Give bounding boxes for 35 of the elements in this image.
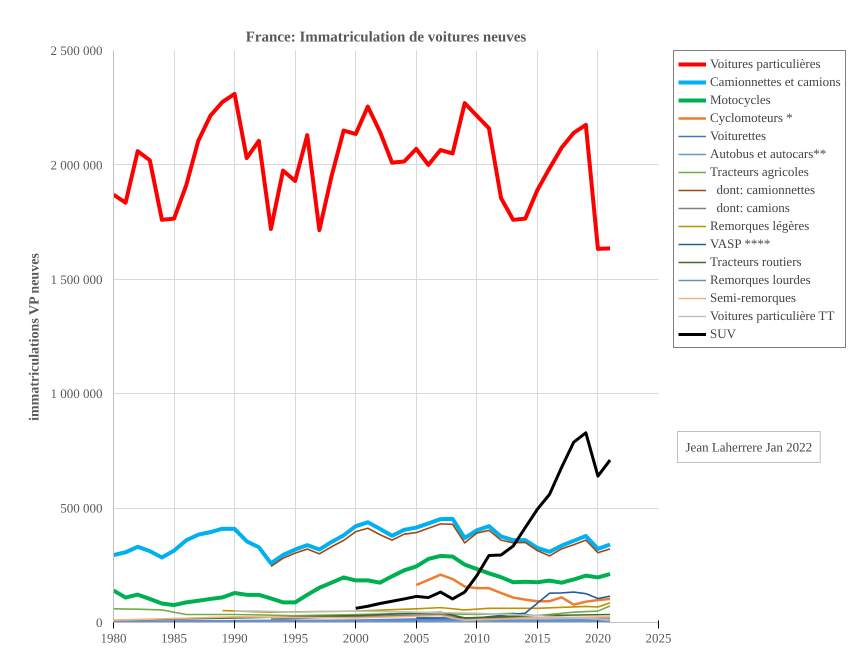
legend-label: Tracteurs routiers — [710, 253, 802, 271]
text: Jean Laherrere Jan 2022 — [686, 440, 812, 454]
legend-label: Semi-remorques — [710, 289, 796, 307]
legend-label: dont: camionnettes — [716, 181, 816, 199]
y-tick-label: 500 000 — [60, 500, 102, 516]
x-tick-label: 2000 — [342, 630, 369, 646]
y-tick-label: 2 500 000 — [50, 43, 102, 58]
legend-label: Remorques lourdes — [710, 271, 811, 289]
legend-label: Cyclomoteurs * — [710, 109, 793, 127]
x-tick-label: 2015 — [524, 630, 550, 646]
x-tick-label: 2010 — [464, 630, 490, 646]
legend-label: Autobus et autocars** — [710, 145, 826, 163]
x-tick-label: 2020 — [584, 630, 611, 646]
x-tick-label: 2005 — [403, 630, 430, 646]
x-tick-label: 1990 — [222, 630, 248, 646]
legend-label: Voiturettes — [710, 127, 766, 145]
chart-title: France: Immatriculation de voitures neuves — [246, 30, 526, 46]
legend-label: SUV — [710, 325, 736, 343]
y-tick-label: 1 000 000 — [50, 386, 102, 402]
x-tick-label: 1995 — [282, 630, 308, 646]
legend-label: Camionnettes et camions — [710, 73, 841, 91]
x-tick-label: 2025 — [646, 630, 672, 646]
x-tick-label: 1980 — [100, 630, 126, 646]
legend-label: dont: camions — [716, 199, 790, 217]
y-axis-title: immatriculations VP neuves — [28, 252, 42, 421]
y-tick-label: 0 — [96, 615, 102, 630]
y-tick-label: 2 000 000 — [50, 157, 102, 172]
legend-label: Tracteurs agricoles — [710, 163, 809, 181]
legend-label: Motocycles — [710, 91, 771, 109]
x-tick-label: 1985 — [161, 630, 188, 646]
legend-label: Remorques légères — [710, 217, 810, 235]
legend-label: Voitures particulières — [710, 55, 821, 73]
legend-label: VASP **** — [710, 235, 770, 253]
legend-label: Voitures particulière TT — [710, 307, 834, 325]
y-tick-label: 1 500 000 — [50, 272, 102, 287]
